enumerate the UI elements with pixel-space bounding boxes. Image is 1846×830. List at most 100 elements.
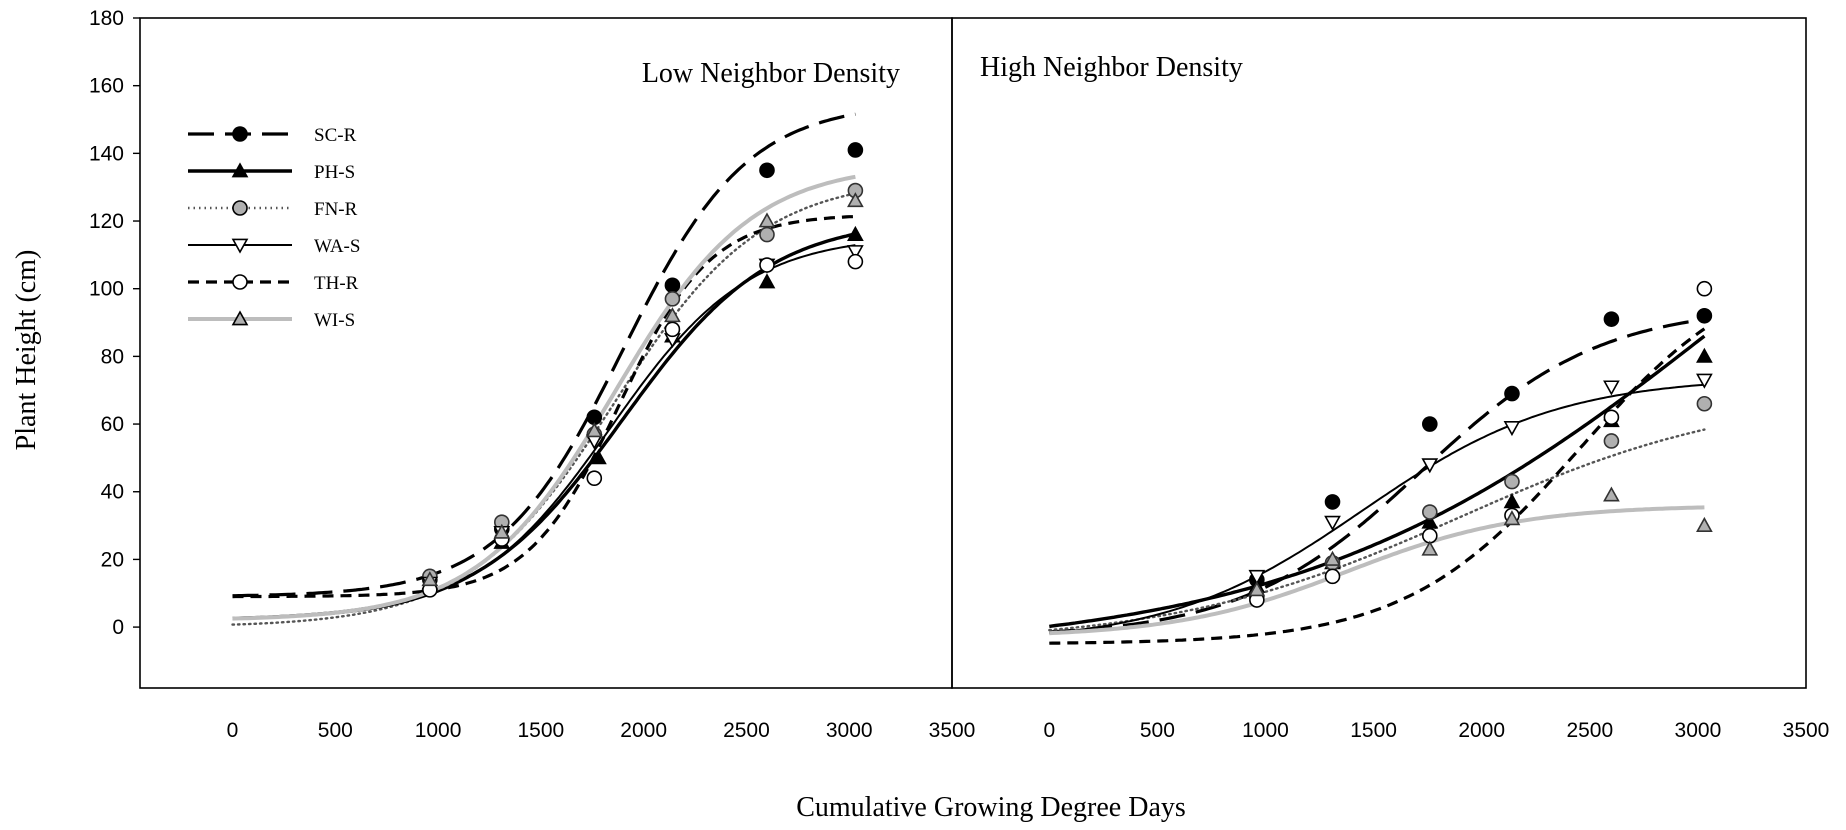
point-th-r	[1324, 568, 1341, 585]
fit-line-wa-s	[1049, 383, 1705, 635]
point-sc-r	[1696, 307, 1713, 324]
x-tick-label: 3000	[1675, 719, 1722, 742]
point-wi-s	[1324, 550, 1341, 566]
point-wi-s	[1421, 540, 1439, 556]
point-wa-s	[1503, 421, 1521, 437]
point-fn-r	[1696, 395, 1713, 412]
point-wi-s	[585, 422, 603, 438]
y-tick-label: 100	[89, 278, 124, 301]
point-wi-s	[493, 523, 511, 539]
x-tick-label: 500	[1140, 719, 1175, 742]
fit-line-th-r	[1049, 327, 1706, 645]
legend-marker	[232, 200, 248, 216]
x-tick-label: 3500	[929, 719, 976, 742]
legend-marker	[231, 162, 249, 178]
y-tick-label: 40	[101, 481, 124, 504]
legend-marker	[231, 310, 249, 326]
legend-marker	[231, 238, 249, 254]
point-fn-r	[664, 291, 681, 307]
fit-line-fn-r	[1048, 428, 1706, 632]
point-sc-r	[1324, 494, 1341, 510]
point-wa-s	[1248, 569, 1266, 585]
legend-label: FN-R	[314, 199, 358, 220]
panel-title: Low Neighbor Density	[642, 58, 900, 89]
point-wi-s	[1248, 581, 1266, 597]
point-wi-s	[1696, 516, 1713, 532]
point-fn-r	[1422, 504, 1438, 520]
x-tick-label: 3500	[1783, 719, 1830, 742]
fit-line-fn-r	[231, 192, 857, 626]
point-ph-s	[1696, 347, 1713, 363]
chart-panels: 0 20 40 60 80 100 120 140 160 180 0 500 1000 1500 2000…	[89, 7, 1829, 742]
y-tick-label: 80	[101, 345, 124, 368]
legend-label: WI-S	[314, 310, 355, 331]
x-tick-label: 1500	[518, 719, 565, 742]
y-tick-label: 160	[89, 75, 124, 98]
point-wa-s	[847, 245, 864, 261]
x-tick-label: 2500	[723, 719, 770, 742]
point-ph-s	[1503, 493, 1521, 509]
x-tick-label: 500	[318, 719, 353, 742]
point-wa-s	[1324, 515, 1341, 531]
point-ph-s	[758, 273, 776, 289]
panel-title: High Neighbor Density	[980, 52, 1243, 83]
y-tick-label: 0	[112, 616, 124, 639]
y-tick-label: 60	[101, 413, 124, 436]
legend-label: SC-R	[314, 125, 357, 146]
point-wi-s	[847, 192, 864, 208]
point-sc-r	[664, 277, 681, 294]
fit-line-wi-s	[1049, 505, 1705, 636]
fit-line-wa-s	[232, 244, 856, 620]
point-th-r	[847, 253, 864, 270]
x-tick-label: 0	[1043, 719, 1055, 742]
legend-item-ph-s: PH-S	[188, 162, 355, 183]
x-axis-title: Cumulative Growing Degree Days	[796, 792, 1186, 823]
point-fn-r	[759, 226, 775, 243]
point-sc-r	[1504, 385, 1520, 402]
point-th-r	[759, 257, 775, 273]
y-tick-label: 20	[101, 548, 124, 571]
point-th-r	[1603, 409, 1620, 426]
point-fn-r	[1504, 473, 1520, 490]
point-wa-s	[1603, 380, 1620, 396]
x-tick-label: 2000	[1458, 719, 1505, 742]
x-tick-label: 0	[227, 719, 239, 742]
point-wi-s	[421, 571, 439, 587]
plot-frame	[951, 17, 1807, 689]
legend-label: TH-R	[314, 273, 359, 294]
point-sc-r	[847, 142, 864, 158]
x-tick-label: 1000	[1242, 719, 1289, 742]
legend-marker	[232, 126, 248, 142]
panel-1: 0 20 40 60 80 100 120 140 160 180 0 500 1000 1500 2000…	[89, 7, 975, 742]
point-sc-r	[1603, 311, 1620, 327]
x-tick-label: 1500	[1350, 719, 1397, 742]
legend-item-wa-s: WA-S	[188, 236, 360, 257]
x-tick-label: 2500	[1566, 719, 1613, 742]
x-tick-label: 2000	[620, 719, 667, 742]
point-wa-s	[1696, 373, 1713, 389]
point-th-r	[1696, 280, 1713, 297]
legend-item-th-r: TH-R	[188, 273, 359, 294]
legend-item-fn-r: FN-R	[188, 199, 358, 220]
legend-item-sc-r: SC-R	[188, 125, 357, 146]
fit-line-sc-r	[1049, 317, 1705, 634]
fit-line-wi-s	[232, 174, 856, 621]
legend-item-wi-s: WI-S	[188, 310, 355, 331]
x-tick-label: 1000	[415, 719, 462, 742]
point-th-r	[664, 321, 681, 338]
y-tick-label: 120	[89, 210, 124, 233]
point-wi-s	[1603, 486, 1620, 502]
point-sc-r	[759, 162, 775, 179]
fit-line-sc-r	[232, 112, 856, 598]
panel-2: 0 500 1000 1500 2000 2500 3000 3500 High Neighbo…	[951, 17, 1830, 742]
point-sc-r	[1422, 416, 1438, 432]
point-fn-r	[1603, 433, 1620, 449]
point-wi-s	[758, 212, 776, 228]
legend: SC-R PH-S FN-R WA-S TH-R WI-S	[188, 125, 360, 331]
y-tick-label: 180	[89, 7, 124, 30]
point-ph-s	[847, 225, 864, 241]
point-ph-s	[590, 449, 607, 465]
point-wa-s	[1421, 458, 1439, 474]
fit-line-ph-s	[1049, 334, 1706, 629]
